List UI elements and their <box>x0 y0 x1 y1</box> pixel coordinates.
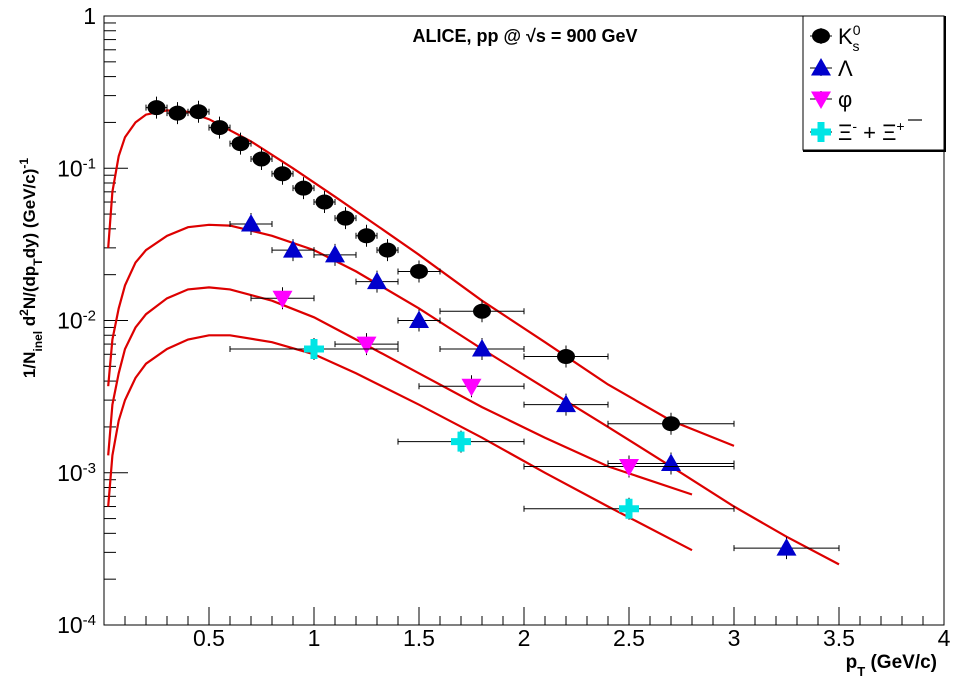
x-tick-label: 1.5 <box>403 625 435 651</box>
data-point <box>252 151 271 167</box>
x-tick-label: 4 <box>938 625 951 651</box>
legend-marker <box>811 58 831 76</box>
x-tick-label: 3 <box>728 625 741 651</box>
data-points <box>145 96 840 560</box>
data-point <box>619 498 639 519</box>
data-point <box>231 136 250 152</box>
data-point <box>473 303 491 319</box>
legend-marker <box>811 122 831 142</box>
data-point <box>378 242 397 258</box>
data-point <box>461 378 482 397</box>
y-tick-label: 10-2 <box>57 307 96 334</box>
legend-label: Λ <box>838 56 853 81</box>
fit-curves <box>107 109 840 566</box>
data-point <box>189 104 208 120</box>
data-point <box>304 338 324 359</box>
data-point <box>315 194 334 210</box>
data-point <box>367 271 387 290</box>
y-tick-label: 10-3 <box>57 459 96 486</box>
legend-marker <box>812 28 830 44</box>
chart-title: ALICE, pp @ √s = 900 GeV <box>413 26 638 46</box>
y-tick-label: 1 <box>83 3 96 29</box>
data-point <box>357 228 376 244</box>
y-tick-label: 10-1 <box>57 155 96 182</box>
data-point <box>619 458 639 477</box>
x-tick-label: 3.5 <box>823 625 855 651</box>
axis-ticks <box>104 15 945 626</box>
data-point <box>409 310 429 328</box>
x-tick-labels: 0.5 1 1.5 2 2.5 3 3.5 4 <box>193 625 951 651</box>
x-tick-label: 2.5 <box>613 625 645 651</box>
data-point <box>410 263 428 279</box>
y-tick-label: 10-4 <box>57 612 96 639</box>
data-point <box>776 538 797 556</box>
legend: K0 sΛφ Ξ- + Ξ+ <box>802 15 946 152</box>
y-axis-label: 1/Ninel d2N/(dpTdy) (GeV/c)-1 <box>17 158 45 378</box>
legend-label: φ <box>838 87 852 112</box>
y-tick-labels: 10-4 10-3 10-2 10-1 1 <box>57 3 96 638</box>
x-tick-label: 0.5 <box>193 625 225 651</box>
fit-curve <box>107 334 693 552</box>
x-tick-label: 2 <box>518 625 531 651</box>
x-axis-label: pT (GeV/c) <box>846 652 937 679</box>
data-point <box>325 244 345 263</box>
data-point <box>356 336 377 355</box>
data-point <box>283 240 303 258</box>
data-point <box>557 349 575 365</box>
data-point <box>556 394 576 413</box>
data-point <box>336 210 355 226</box>
fit-curve <box>107 223 840 566</box>
data-point <box>210 120 229 136</box>
data-point <box>241 214 261 232</box>
legend-label: K0 s <box>838 22 861 54</box>
data-point <box>472 338 492 357</box>
legend-marker <box>811 91 831 109</box>
fit-curve <box>107 286 693 496</box>
data-point <box>294 180 313 196</box>
data-point <box>273 166 292 182</box>
data-point <box>168 105 187 121</box>
data-point <box>662 416 680 432</box>
x-tick-label: 1 <box>308 625 321 651</box>
data-point <box>451 431 471 452</box>
legend-label: Ξ- + Ξ+ <box>838 118 905 145</box>
data-point <box>147 100 166 116</box>
data-point <box>272 290 293 309</box>
